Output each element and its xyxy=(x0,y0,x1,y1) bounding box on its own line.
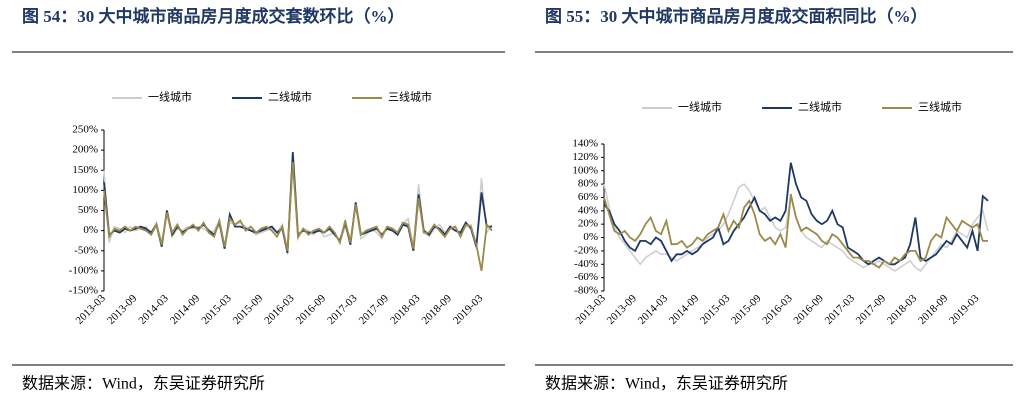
y-tick-label: 0% xyxy=(583,231,598,243)
y-tick-label: -60% xyxy=(574,271,598,283)
chart-title: 图 54：30 大中城市商品房月度成交套数环比（%） xyxy=(22,6,405,26)
y-tick-label: 80% xyxy=(578,178,598,190)
y-tick-label: 60% xyxy=(578,191,598,203)
y-tick-label: -80% xyxy=(574,285,598,297)
y-tick-label: 0% xyxy=(83,224,98,236)
legend-label: 二线城市 xyxy=(268,90,312,104)
chart-title: 图 55：30 大中城市商品房月度成交面积同比（%） xyxy=(545,6,928,26)
y-tick-label: 40% xyxy=(578,204,598,216)
y-tick-label: 20% xyxy=(578,218,598,230)
source-note: 数据来源：Wind，东吴证券研究所 xyxy=(545,375,788,393)
y-tick-label: -20% xyxy=(574,244,598,256)
y-tick-label: 50% xyxy=(78,204,98,216)
series-line xyxy=(603,193,988,269)
series-line xyxy=(103,162,493,272)
y-tick-label: 150% xyxy=(72,164,98,176)
y-tick-label: 120% xyxy=(572,151,598,163)
y-tick-label: -40% xyxy=(574,258,598,270)
y-tick-label: -150% xyxy=(69,285,98,297)
legend-label: 一线城市 xyxy=(678,100,722,114)
y-tick-label: -100% xyxy=(69,264,98,276)
y-tick-label: -50% xyxy=(74,244,98,256)
y-tick-label: 250% xyxy=(72,124,98,136)
y-tick-label: 100% xyxy=(72,184,98,196)
y-tick-label: 200% xyxy=(72,144,98,156)
series-line xyxy=(603,162,989,266)
legend-label: 一线城市 xyxy=(148,90,192,104)
legend-label: 三线城市 xyxy=(918,100,962,114)
legend-label: 二线城市 xyxy=(798,100,842,114)
source-note: 数据来源：Wind，东吴证券研究所 xyxy=(22,375,265,393)
y-tick-label: 100% xyxy=(572,164,598,176)
legend-label: 三线城市 xyxy=(388,90,432,104)
y-tick-label: 140% xyxy=(572,138,598,150)
